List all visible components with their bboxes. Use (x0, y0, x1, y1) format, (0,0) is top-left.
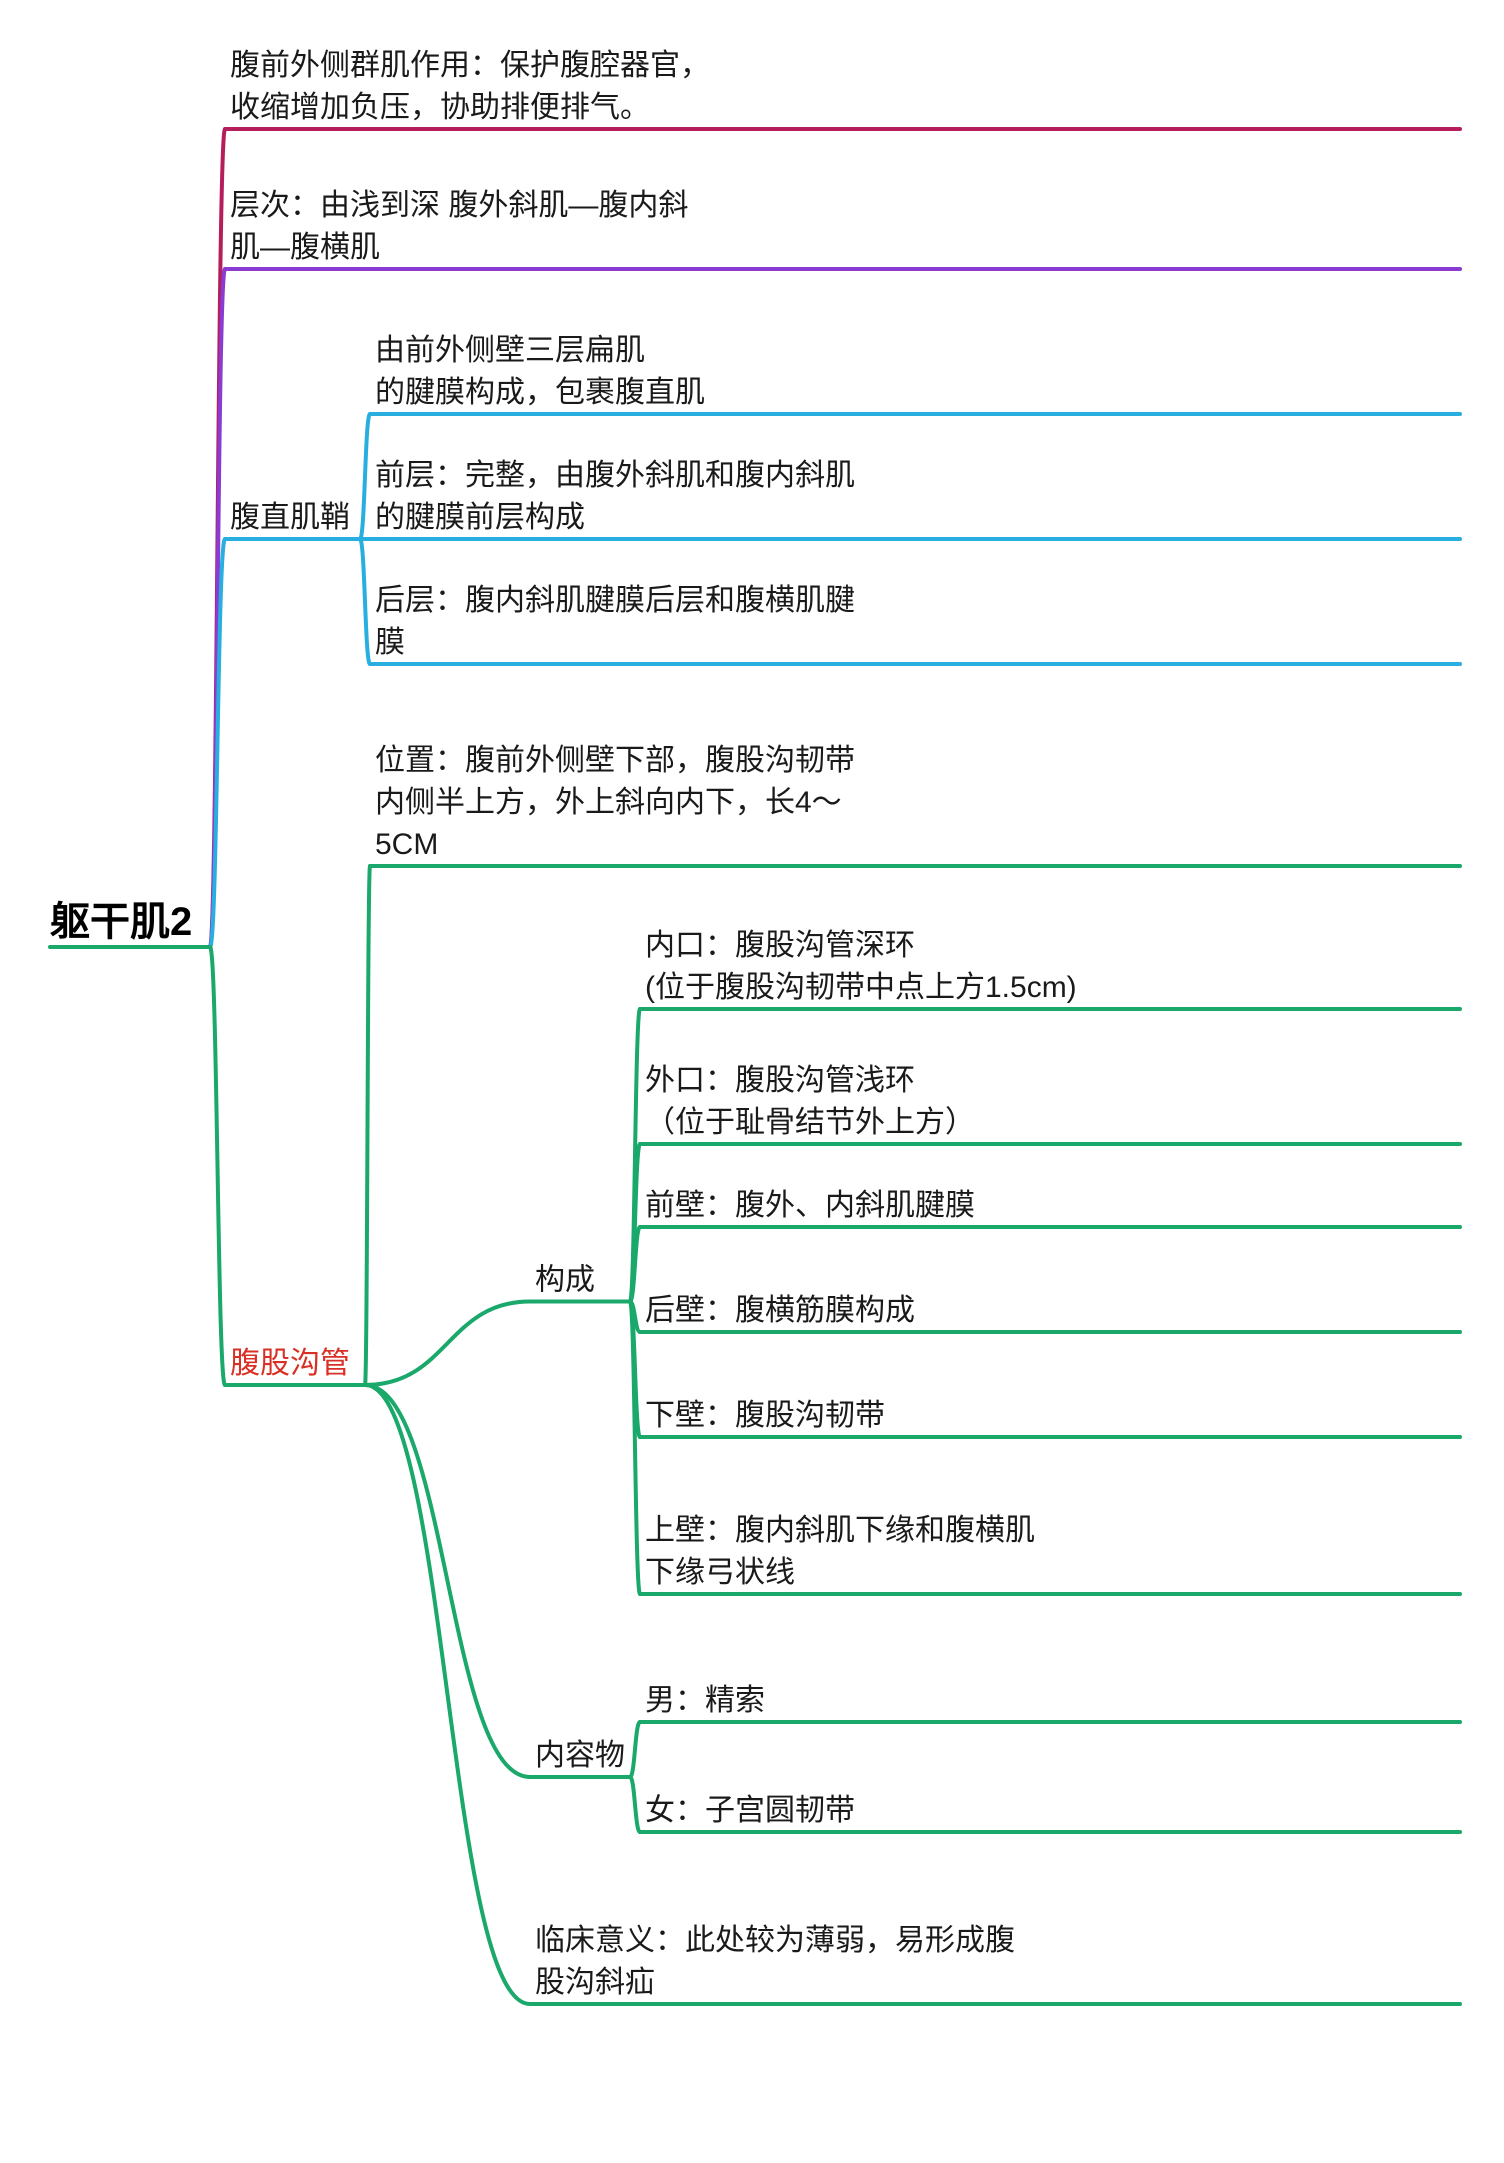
branch-4-3-node: 内容物 (535, 1739, 625, 1772)
branch-2-leaf: 层次：由浅到深 腹外斜肌—腹内斜肌—腹横肌 (230, 189, 688, 264)
branch-3-child-3: 后层：腹内斜肌腱膜后层和腹横肌腱膜 (375, 584, 855, 659)
branch-4-3-a: 男：精索 (645, 1684, 765, 1717)
root-node: 躯干肌2 (50, 900, 192, 944)
branch-4-2-f: 上壁：腹内斜肌下缘和腹横肌下缘弓状线 (645, 1514, 1035, 1589)
branch-4-node: 腹股沟管 (230, 1347, 350, 1380)
branch-3-child-1: 由前外侧壁三层扁肌的腱膜构成，包裹腹直肌 (375, 334, 705, 409)
branch-3-child-2: 前层：完整，由腹外斜肌和腹内斜肌的腱膜前层构成 (375, 459, 855, 534)
branch-4-child-1: 位置：腹前外侧壁下部，腹股沟韧带内侧半上方，外上斜向内下，长4～5CM (375, 744, 855, 861)
branch-4-2-b: 外口：腹股沟管浅环（位于耻骨结节外上方） (645, 1064, 975, 1139)
branch-4-3-b: 女：子宫圆韧带 (645, 1794, 855, 1827)
branch-3-node: 腹直肌鞘 (230, 501, 350, 534)
branch-4-2-node: 构成 (535, 1264, 595, 1297)
branch-4-2-d: 后壁：腹横筋膜构成 (645, 1294, 915, 1327)
branch-4-2-c: 前壁：腹外、内斜肌腱膜 (645, 1189, 975, 1222)
branch-4-2-e: 下壁：腹股沟韧带 (645, 1399, 885, 1432)
branch-4-2-a: 内口：腹股沟管深环(位于腹股沟韧带中点上方1.5cm) (645, 929, 1077, 1004)
labels: 躯干肌2 腹前外侧群肌作用：保护腹腔器官，收缩增加负压，协助排便排气。层次：由浅到… (50, 49, 1077, 1999)
mindmap-canvas: 躯干肌2 腹前外侧群肌作用：保护腹腔器官，收缩增加负压，协助排便排气。层次：由浅到… (0, 0, 1504, 2163)
branch-1-leaf: 腹前外侧群肌作用：保护腹腔器官，收缩增加负压，协助排便排气。 (230, 49, 710, 124)
branch-4-child-4: 临床意义：此处较为薄弱，易形成腹股沟斜疝 (535, 1924, 1015, 1999)
